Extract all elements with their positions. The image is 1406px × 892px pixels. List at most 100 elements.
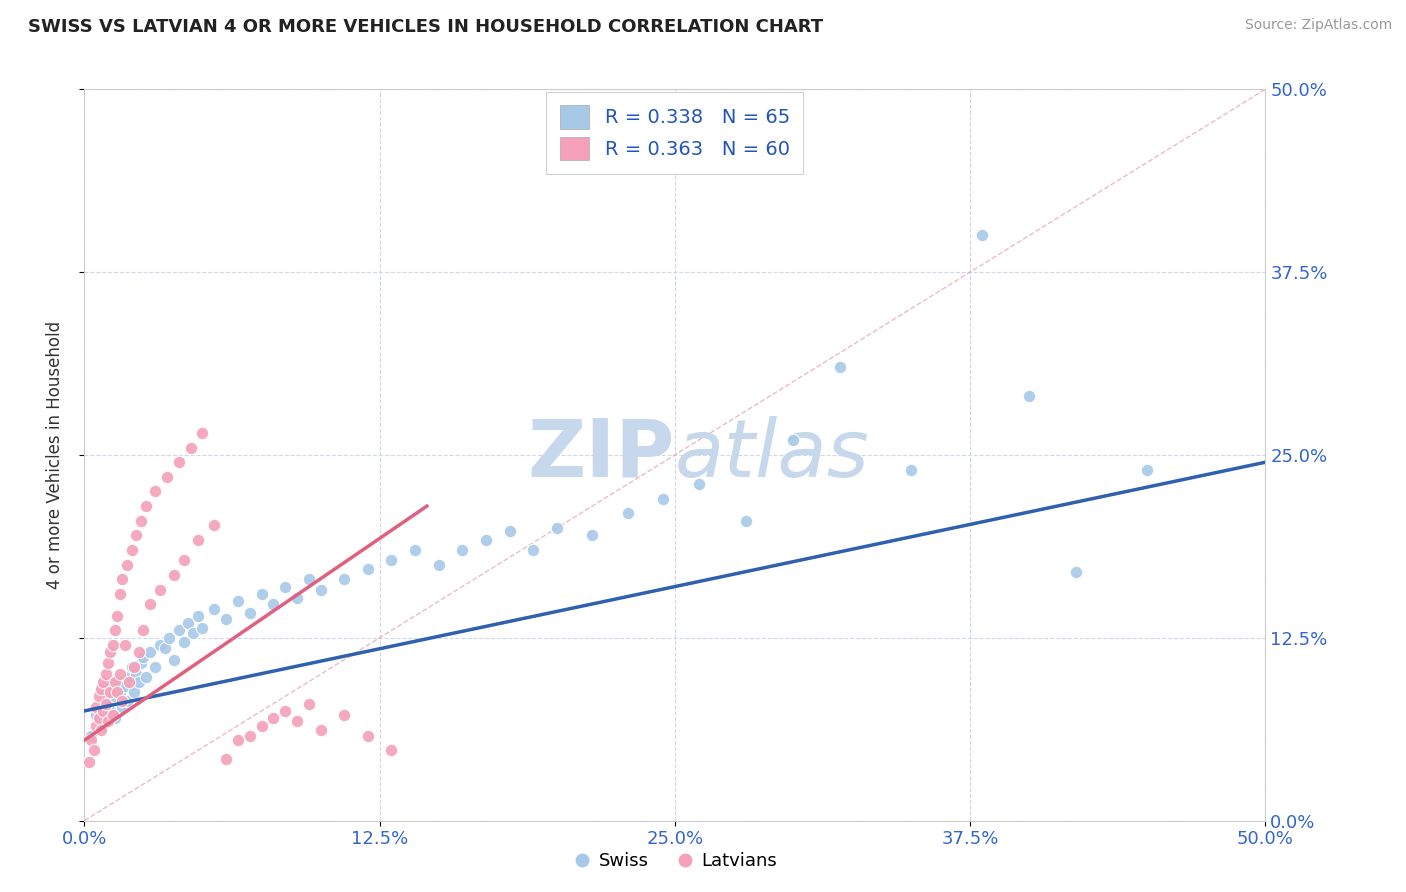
Point	[143, 484, 166, 499]
Point	[111, 694, 134, 708]
Point	[404, 543, 426, 558]
Point	[135, 499, 157, 513]
Point	[115, 694, 138, 708]
Point	[104, 674, 127, 689]
Point	[125, 528, 148, 542]
Point	[97, 656, 120, 670]
Point	[84, 718, 107, 732]
Point	[87, 690, 110, 704]
Point	[156, 470, 179, 484]
Point	[581, 528, 603, 542]
Text: Source: ZipAtlas.com: Source: ZipAtlas.com	[1244, 18, 1392, 32]
Point	[122, 685, 145, 699]
Point	[132, 624, 155, 638]
Point	[239, 729, 262, 743]
Point	[114, 638, 136, 652]
Point	[80, 729, 103, 743]
Point	[191, 425, 214, 440]
Point	[309, 723, 332, 737]
Point	[262, 711, 284, 725]
Point	[298, 572, 321, 586]
Point	[114, 679, 136, 693]
Point	[107, 674, 129, 689]
Point	[98, 645, 121, 659]
Point	[108, 587, 131, 601]
Point	[239, 606, 262, 620]
Point	[1066, 565, 1088, 579]
Point	[250, 587, 273, 601]
Point	[688, 477, 710, 491]
Point	[128, 645, 150, 659]
Point	[135, 670, 157, 684]
Point	[94, 697, 117, 711]
Point	[522, 543, 544, 558]
Point	[98, 685, 121, 699]
Point	[167, 455, 190, 469]
Point	[616, 507, 638, 521]
Point	[90, 681, 112, 696]
Point	[84, 708, 107, 723]
Point	[380, 743, 402, 757]
Point	[128, 674, 150, 689]
Point	[111, 699, 134, 714]
Point	[121, 660, 143, 674]
Point	[80, 733, 103, 747]
Point	[333, 708, 356, 723]
Point	[309, 582, 332, 597]
Point	[132, 649, 155, 664]
Point	[90, 718, 112, 732]
Point	[357, 729, 380, 743]
Point	[427, 558, 450, 572]
Point	[157, 631, 180, 645]
Point	[149, 638, 172, 652]
Point	[357, 562, 380, 576]
Point	[298, 697, 321, 711]
Point	[91, 704, 114, 718]
Point	[108, 685, 131, 699]
Text: atlas: atlas	[675, 416, 870, 494]
Point	[139, 645, 162, 659]
Point	[167, 624, 190, 638]
Text: ZIP: ZIP	[527, 416, 675, 494]
Point	[250, 718, 273, 732]
Point	[129, 656, 152, 670]
Point	[191, 621, 214, 635]
Point	[285, 591, 308, 606]
Point	[115, 558, 138, 572]
Point	[333, 572, 356, 586]
Point	[139, 597, 162, 611]
Point	[121, 543, 143, 558]
Point	[111, 572, 134, 586]
Point	[101, 708, 124, 723]
Point	[101, 638, 124, 652]
Point	[97, 714, 120, 728]
Point	[83, 743, 105, 757]
Point	[475, 533, 498, 547]
Point	[380, 553, 402, 567]
Point	[163, 567, 186, 582]
Point	[782, 434, 804, 448]
Point	[90, 723, 112, 737]
Point	[129, 514, 152, 528]
Point	[149, 582, 172, 597]
Point	[187, 608, 209, 623]
Point	[77, 755, 100, 769]
Point	[202, 601, 225, 615]
Point	[546, 521, 568, 535]
Point	[226, 594, 249, 608]
Point	[274, 704, 297, 718]
Point	[187, 533, 209, 547]
Point	[91, 674, 114, 689]
Point	[163, 653, 186, 667]
Point	[970, 228, 993, 243]
Point	[104, 624, 127, 638]
Point	[122, 660, 145, 674]
Point	[215, 752, 238, 766]
Point	[98, 704, 121, 718]
Point	[108, 667, 131, 681]
Y-axis label: 4 or more Vehicles in Household: 4 or more Vehicles in Household	[45, 321, 63, 589]
Point	[107, 685, 129, 699]
Point	[94, 697, 117, 711]
Text: SWISS VS LATVIAN 4 OR MORE VEHICLES IN HOUSEHOLD CORRELATION CHART: SWISS VS LATVIAN 4 OR MORE VEHICLES IN H…	[28, 18, 824, 36]
Point	[215, 612, 238, 626]
